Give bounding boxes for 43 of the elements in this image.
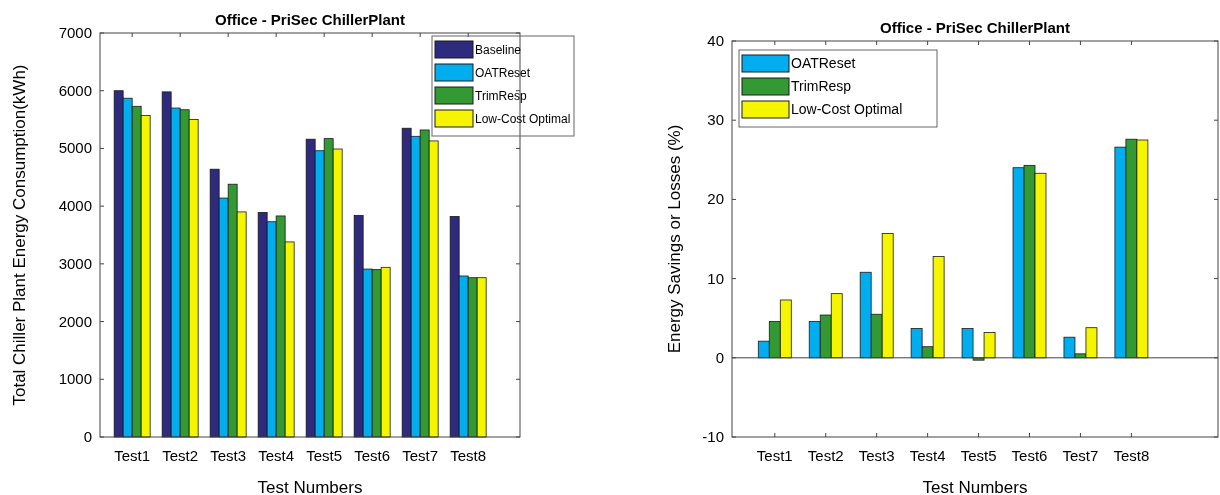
x-tick-label: Test5: [960, 447, 997, 464]
legend-label: Low-Cost Optimal: [475, 112, 571, 126]
y-axis-title: Total Chiller Plant Energy Consumption(kWh): [10, 64, 29, 406]
x-tick-label: Test2: [807, 447, 844, 464]
x-tick-label: Test5: [306, 447, 343, 464]
x-tick-label: Test6: [354, 447, 391, 464]
x-tick-label: Test3: [210, 447, 247, 464]
x-tick-label: Test3: [858, 447, 895, 464]
x-tick-label: Test8: [1113, 447, 1150, 464]
y-tick-label: 1000: [58, 370, 92, 388]
x-axis-title: Test Numbers: [257, 478, 363, 495]
y-tick-label: 2000: [58, 312, 92, 330]
y-tick-label: 5000: [58, 139, 92, 157]
x-tick-label: Test2: [162, 447, 199, 464]
chart-title: Office - PriSec ChillerPlant: [879, 19, 1071, 36]
legend-label: Baseline: [475, 43, 522, 57]
y-tick-label: 0: [715, 348, 724, 366]
x-tick-label: Test6: [1011, 447, 1048, 464]
y-tick-label: 40: [707, 32, 724, 49]
y-axis-title: Energy Savings or Losses (%): [665, 124, 684, 354]
y-tick-label: 7000: [58, 24, 92, 41]
legend-label: OATReset: [475, 66, 531, 80]
y-tick-label: 0: [83, 428, 92, 445]
x-tick-label: Test4: [258, 447, 295, 464]
legend-label: Low-Cost Optimal: [791, 101, 903, 117]
legend-label: OATReset: [791, 55, 856, 71]
y-tick-label: 4000: [58, 197, 92, 215]
y-tick-label: -10: [702, 428, 724, 445]
y-tick-label: 6000: [58, 81, 92, 99]
x-tick-label: Test7: [402, 447, 439, 464]
y-tick-label: 3000: [58, 254, 92, 272]
x-tick-label: Test8: [450, 447, 487, 464]
legend-label: TrimResp: [791, 78, 852, 94]
y-tick-label: 10: [707, 269, 724, 287]
y-tick-label: 30: [707, 111, 724, 129]
x-tick-label: Test1: [114, 447, 151, 464]
x-tick-label: Test4: [909, 447, 946, 464]
x-tick-label: Test7: [1062, 447, 1099, 464]
legend-label: TrimResp: [475, 89, 527, 103]
x-axis-title: Test Numbers: [922, 478, 1028, 495]
y-tick-label: 20: [707, 190, 724, 208]
x-tick-label: Test1: [756, 447, 793, 464]
chart-title: Office - PriSec ChillerPlant: [214, 11, 406, 28]
